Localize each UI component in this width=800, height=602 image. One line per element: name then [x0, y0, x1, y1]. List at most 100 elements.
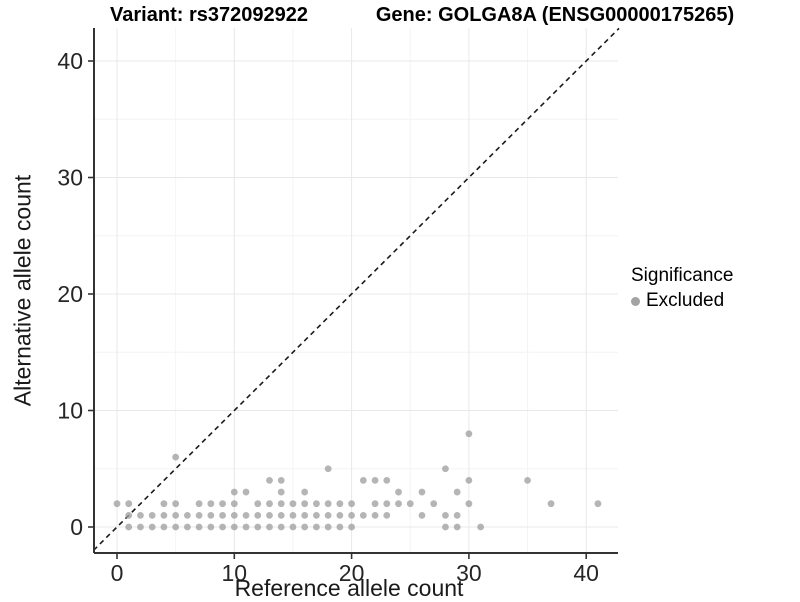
data-point — [524, 477, 531, 484]
data-point — [230, 488, 238, 496]
data-point — [442, 523, 449, 531]
data-point — [277, 488, 285, 496]
data-point — [195, 511, 203, 519]
data-point — [266, 511, 273, 519]
data-point — [219, 511, 226, 519]
data-point — [207, 511, 215, 519]
data-point — [395, 488, 402, 496]
data-point — [301, 488, 309, 496]
y-axis-title: Alternative allele count — [9, 174, 36, 407]
data-point — [277, 523, 285, 531]
x-axis-title: Reference allele count — [234, 575, 464, 601]
data-point — [219, 500, 226, 508]
data-point — [289, 500, 297, 508]
data-point — [289, 511, 297, 519]
data-point — [313, 500, 320, 508]
data-point — [359, 511, 367, 519]
data-point — [172, 511, 180, 519]
data-point — [371, 500, 379, 508]
data-point — [148, 511, 156, 519]
x-tick-label: 30 — [456, 560, 482, 586]
data-point — [160, 511, 168, 519]
data-point — [172, 523, 180, 531]
data-point — [125, 511, 133, 519]
data-point — [348, 500, 355, 508]
data-point — [324, 523, 332, 531]
data-point — [336, 511, 344, 519]
x-tick-label: 0 — [111, 560, 124, 586]
data-point — [301, 523, 309, 531]
data-point — [418, 511, 426, 519]
legend: Significance Excluded — [631, 265, 733, 312]
data-point — [453, 511, 461, 519]
data-point — [453, 523, 461, 531]
data-point — [324, 465, 332, 473]
data-point — [371, 477, 379, 484]
data-point — [172, 500, 180, 508]
plot-title-variant: Variant: rs372092922 — [110, 4, 308, 26]
data-point — [453, 488, 461, 496]
data-point — [465, 500, 473, 508]
y-tick-label: 20 — [57, 281, 83, 307]
data-point — [137, 523, 144, 531]
y-tick-label: 10 — [57, 398, 83, 424]
data-point — [336, 500, 344, 508]
data-point — [359, 477, 367, 484]
data-point — [313, 523, 320, 531]
data-point — [242, 523, 250, 531]
data-point — [395, 500, 402, 508]
data-point — [183, 511, 191, 519]
data-point — [406, 500, 414, 508]
data-point — [113, 500, 121, 508]
data-point — [547, 500, 555, 508]
data-point — [336, 523, 344, 531]
data-point — [266, 500, 273, 508]
data-point — [324, 500, 332, 508]
legend-item-label: Excluded — [646, 290, 725, 311]
data-point — [289, 523, 297, 531]
data-point — [172, 453, 180, 461]
data-point — [383, 500, 391, 508]
data-point — [266, 523, 273, 531]
data-point — [348, 523, 355, 531]
data-point — [230, 523, 238, 531]
x-tick-label: 40 — [573, 560, 599, 586]
data-point — [125, 500, 133, 508]
data-point — [266, 477, 273, 484]
data-point — [442, 511, 449, 519]
plot-title-gene: Gene: GOLGA8A (ENSG00000175265) — [375, 4, 735, 26]
data-point — [254, 523, 262, 531]
data-point — [254, 500, 262, 508]
data-point — [324, 511, 332, 519]
data-point — [465, 477, 473, 484]
legend-item-excluded: Excluded — [631, 290, 733, 312]
data-point — [383, 511, 391, 519]
y-tick-label: 30 — [57, 165, 83, 191]
data-point — [207, 523, 215, 531]
data-point — [195, 523, 203, 531]
data-point — [477, 523, 485, 531]
data-point — [418, 488, 426, 496]
x-tick-label: 10 — [222, 560, 248, 586]
y-tick-label: 40 — [57, 48, 83, 74]
data-point — [301, 511, 309, 519]
data-point — [277, 477, 285, 484]
data-point — [195, 500, 203, 508]
legend-point-icon — [631, 296, 640, 306]
data-point — [383, 477, 391, 484]
data-point — [277, 500, 285, 508]
data-point — [242, 488, 250, 496]
data-point — [430, 500, 438, 508]
x-tick-label: 20 — [339, 560, 365, 586]
data-point — [442, 465, 449, 473]
legend-title: Significance — [631, 265, 734, 286]
data-point — [183, 523, 191, 531]
data-point — [242, 511, 250, 519]
data-point — [348, 511, 355, 519]
data-point — [371, 511, 379, 519]
data-point — [160, 523, 168, 531]
data-point — [301, 500, 309, 508]
y-tick-label: 0 — [70, 514, 83, 540]
